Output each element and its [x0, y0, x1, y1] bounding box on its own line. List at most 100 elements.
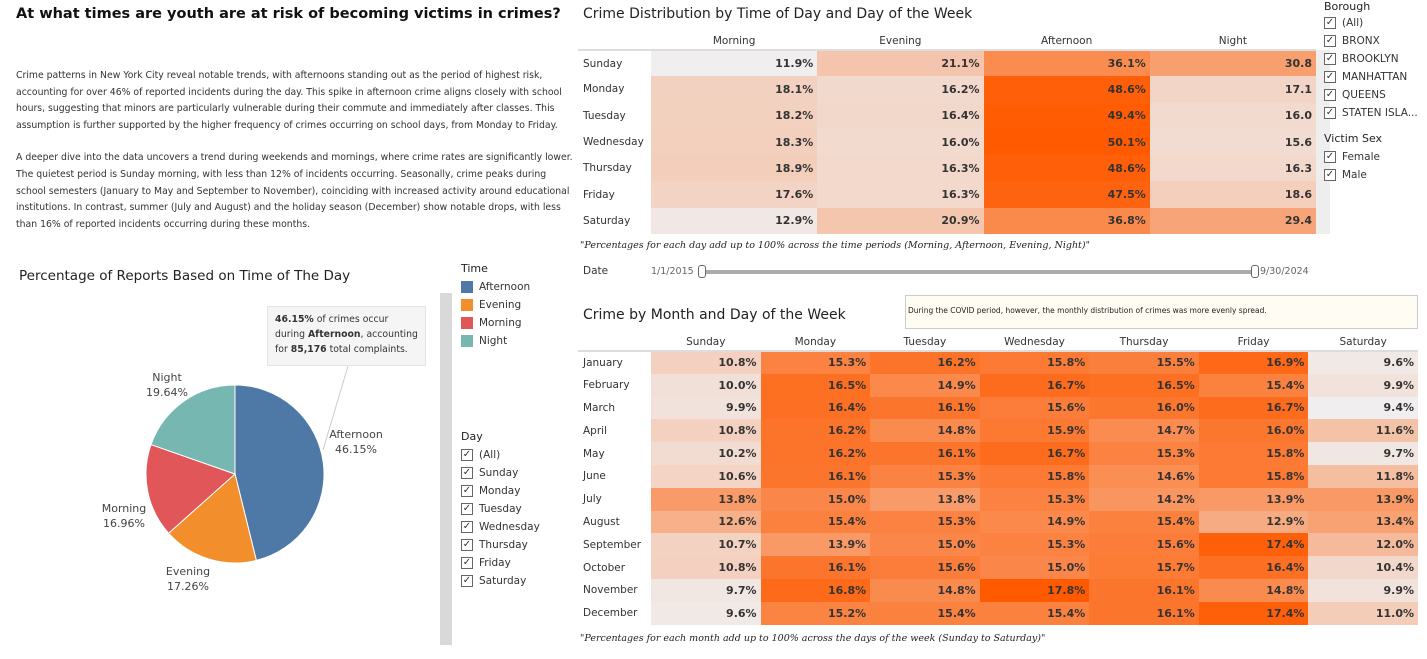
heatmap-cell[interactable]: 15.6% — [979, 396, 1090, 420]
heatmap-cell[interactable]: 15.0% — [979, 556, 1090, 579]
heatmap-cell[interactable]: 16.8% — [760, 578, 871, 602]
checkbox-checked-icon[interactable]: ✓ — [1324, 53, 1336, 65]
filter-option[interactable]: ✓ Female — [1324, 148, 1418, 166]
heatmap-cell[interactable]: 15.4% — [870, 601, 980, 625]
heatmap-cell[interactable]: 48.6% — [983, 76, 1150, 103]
date-slider-track[interactable] — [703, 270, 1255, 274]
heatmap-cell[interactable]: 29.4 — [1149, 207, 1316, 235]
heatmap-cell[interactable]: 16.1% — [870, 396, 980, 420]
heatmap-cell[interactable]: 9.9% — [1308, 578, 1418, 602]
heatmap-cell[interactable]: 15.6% — [1089, 533, 1199, 557]
heatmap-cell[interactable]: 15.3% — [979, 487, 1090, 511]
heatmap-cell[interactable]: 17.1 — [1149, 76, 1316, 103]
heatmap-cell[interactable]: 16.0% — [1198, 419, 1309, 443]
heatmap-cell[interactable]: 13.4% — [1308, 510, 1418, 534]
heatmap-cell[interactable]: 50.1% — [983, 128, 1150, 156]
heatmap-cell[interactable]: 21.1% — [817, 50, 984, 77]
heatmap-cell[interactable]: 16.7% — [979, 373, 1090, 397]
heatmap-cell[interactable]: 13.9% — [1308, 487, 1418, 511]
heatmap-cell[interactable]: 15.5% — [1089, 351, 1199, 374]
heatmap-cell[interactable]: 12.0% — [1308, 533, 1418, 557]
heatmap-cell[interactable]: 15.3% — [1089, 442, 1199, 465]
heatmap-cell[interactable]: 15.0% — [760, 487, 871, 511]
heatmap-cell[interactable]: 15.4% — [1198, 373, 1309, 397]
legend-item[interactable]: Afternoon — [461, 278, 530, 296]
heatmap-cell[interactable]: 9.9% — [651, 396, 761, 420]
heatmap-cell[interactable]: 16.2% — [817, 76, 984, 103]
heatmap-cell[interactable]: 15.6 — [1149, 128, 1316, 156]
filter-option[interactable]: ✓ Monday — [461, 482, 540, 500]
heatmap-cell[interactable]: 16.7% — [1198, 396, 1309, 420]
heatmap-cell[interactable]: 10.6% — [651, 464, 761, 488]
checkbox-checked-icon[interactable]: ✓ — [461, 575, 473, 587]
heatmap-cell[interactable]: 10.8% — [651, 556, 761, 579]
heatmap-cell[interactable]: 10.0% — [651, 373, 761, 397]
heatmap-cell[interactable]: 13.8% — [870, 487, 980, 511]
heatmap-cell[interactable]: 16.2% — [870, 351, 980, 374]
checkbox-checked-icon[interactable]: ✓ — [461, 539, 473, 551]
heatmap-cell[interactable]: 47.5% — [983, 181, 1150, 208]
filter-option[interactable]: ✓ QUEENS — [1324, 86, 1418, 104]
heatmap-cell[interactable]: 9.7% — [651, 578, 761, 602]
heatmap-cell[interactable]: 16.5% — [760, 373, 871, 397]
heatmap-cell[interactable]: 16.2% — [760, 442, 871, 465]
heatmap-cell[interactable]: 11.9% — [651, 50, 818, 77]
heatmap-cell[interactable]: 15.3% — [760, 351, 871, 374]
heatmap-cell[interactable]: 15.8% — [979, 464, 1090, 488]
heatmap-cell[interactable]: 48.6% — [983, 155, 1150, 182]
heatmap-cell[interactable]: 16.7% — [979, 442, 1090, 465]
heatmap-cell[interactable]: 36.8% — [983, 207, 1150, 235]
heatmap-cell[interactable]: 12.6% — [651, 510, 761, 534]
checkbox-checked-icon[interactable]: ✓ — [461, 503, 473, 515]
heatmap-cell[interactable]: 14.9% — [870, 373, 980, 397]
heatmap-cell[interactable]: 16.1% — [1089, 601, 1199, 625]
checkbox-checked-icon[interactable]: ✓ — [1324, 89, 1336, 101]
filter-option[interactable]: ✓ Male — [1324, 166, 1418, 184]
heatmap-cell[interactable]: 17.8% — [979, 578, 1090, 602]
filter-option[interactable]: ✓ MANHATTAN — [1324, 68, 1418, 86]
heatmap-cell[interactable]: 14.8% — [870, 419, 980, 443]
heatmap-cell[interactable]: 10.8% — [651, 351, 761, 374]
heatmap-cell[interactable]: 15.9% — [979, 419, 1090, 443]
heatmap-cell[interactable]: 36.1% — [983, 50, 1150, 77]
heatmap-cell[interactable]: 14.7% — [1089, 419, 1199, 443]
heatmap-cell[interactable]: 15.6% — [870, 556, 980, 579]
heatmap-cell[interactable]: 16.0% — [817, 128, 984, 156]
heatmap-cell[interactable]: 15.8% — [1198, 464, 1309, 488]
heatmap-cell[interactable]: 16.4% — [1198, 556, 1309, 579]
heatmap-cell[interactable]: 11.6% — [1308, 419, 1418, 443]
filter-option[interactable]: ✓ BROOKLYN — [1324, 50, 1418, 68]
heatmap-cell[interactable]: 16.2% — [760, 419, 871, 443]
checkbox-checked-icon[interactable]: ✓ — [1324, 169, 1336, 181]
filter-option[interactable]: ✓ BRONX — [1324, 32, 1418, 50]
heatmap-cell[interactable]: 14.2% — [1089, 487, 1199, 511]
filter-option[interactable]: ✓ (All) — [461, 446, 540, 464]
heatmap-cell[interactable]: 20.9% — [817, 207, 984, 235]
heatmap-cell[interactable]: 15.7% — [1089, 556, 1199, 579]
heatmap-cell[interactable]: 15.3% — [870, 510, 980, 534]
heatmap-cell[interactable]: 17.6% — [651, 181, 818, 208]
heatmap-cell[interactable]: 16.3% — [817, 181, 984, 208]
heatmap-cell[interactable]: 16.4% — [817, 102, 984, 129]
heatmap-cell[interactable]: 15.2% — [760, 601, 871, 625]
filter-option[interactable]: ✓ Tuesday — [461, 500, 540, 518]
heatmap-cell[interactable]: 15.4% — [760, 510, 871, 534]
heatmap-cell[interactable]: 14.8% — [870, 578, 980, 602]
heatmap-cell[interactable]: 9.6% — [1308, 351, 1418, 374]
heatmap-cell[interactable]: 12.9% — [1198, 510, 1309, 534]
heatmap-cell[interactable]: 30.8 — [1149, 50, 1316, 77]
heatmap-cell[interactable]: 16.9% — [1198, 351, 1309, 374]
heatmap-cell[interactable]: 11.0% — [1308, 601, 1418, 625]
date-slider-start-handle[interactable] — [698, 265, 706, 278]
heatmap-cell[interactable]: 16.1% — [870, 442, 980, 465]
heatmap-cell[interactable]: 9.4% — [1308, 396, 1418, 420]
pie-slice-afternoon[interactable] — [234, 384, 325, 562]
heatmap-cell[interactable]: 16.0% — [1089, 396, 1199, 420]
checkbox-checked-icon[interactable]: ✓ — [461, 521, 473, 533]
checkbox-checked-icon[interactable]: ✓ — [461, 467, 473, 479]
filter-option[interactable]: ✓ Saturday — [461, 572, 540, 590]
heatmap-cell[interactable]: 15.8% — [979, 351, 1090, 374]
filter-option[interactable]: ✓ Friday — [461, 554, 540, 572]
heatmap-cell[interactable]: 13.8% — [651, 487, 761, 511]
checkbox-checked-icon[interactable]: ✓ — [461, 485, 473, 497]
